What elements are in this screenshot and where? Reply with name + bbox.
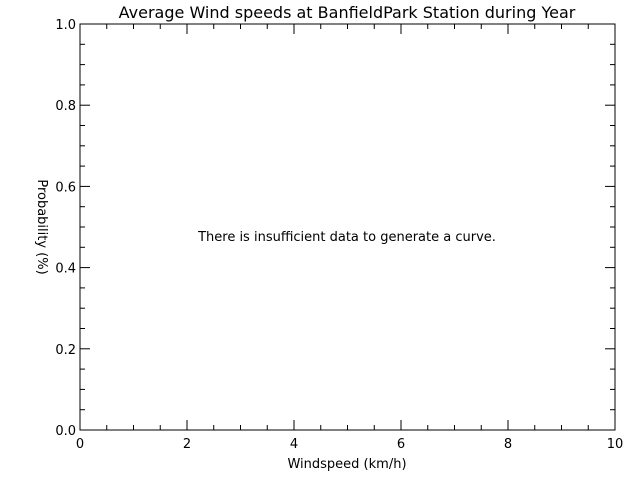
chart-title: Average Wind speeds at BanfieldPark Stat… [119, 3, 576, 22]
x-axis-label: Windspeed (km/h) [287, 457, 406, 472]
y-tick-label: 0.6 [55, 180, 76, 195]
insufficient-data-message: There is insufficient data to generate a… [197, 230, 496, 245]
x-tick-label: 4 [290, 437, 298, 452]
x-tick-label: 2 [183, 437, 191, 452]
y-tick-label: 0.0 [55, 424, 76, 439]
y-axis-ticks [80, 23, 615, 431]
x-tick-label: 8 [504, 437, 512, 452]
y-tick-label: 0.8 [55, 99, 76, 114]
y-axis-tick-labels: 0.0 0.2 0.4 0.6 0.8 1.0 [55, 18, 76, 439]
plot-frame [79, 23, 616, 431]
y-tick-label: 0.4 [55, 262, 76, 277]
y-tick-label: 0.2 [55, 343, 76, 358]
y-tick-label: 1.0 [55, 18, 76, 33]
x-axis-ticks [79, 24, 616, 430]
x-tick-label: 6 [397, 437, 405, 452]
x-tick-label: 0 [76, 437, 84, 452]
x-tick-label: 10 [607, 437, 624, 452]
y-axis-label: Probability (%) [34, 179, 49, 274]
x-axis-tick-labels: 0 2 4 6 8 10 [76, 437, 623, 452]
